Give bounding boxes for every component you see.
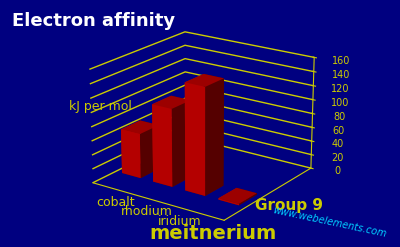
Text: Electron affinity: Electron affinity: [12, 12, 175, 30]
Text: www.webelements.com: www.webelements.com: [272, 205, 388, 239]
